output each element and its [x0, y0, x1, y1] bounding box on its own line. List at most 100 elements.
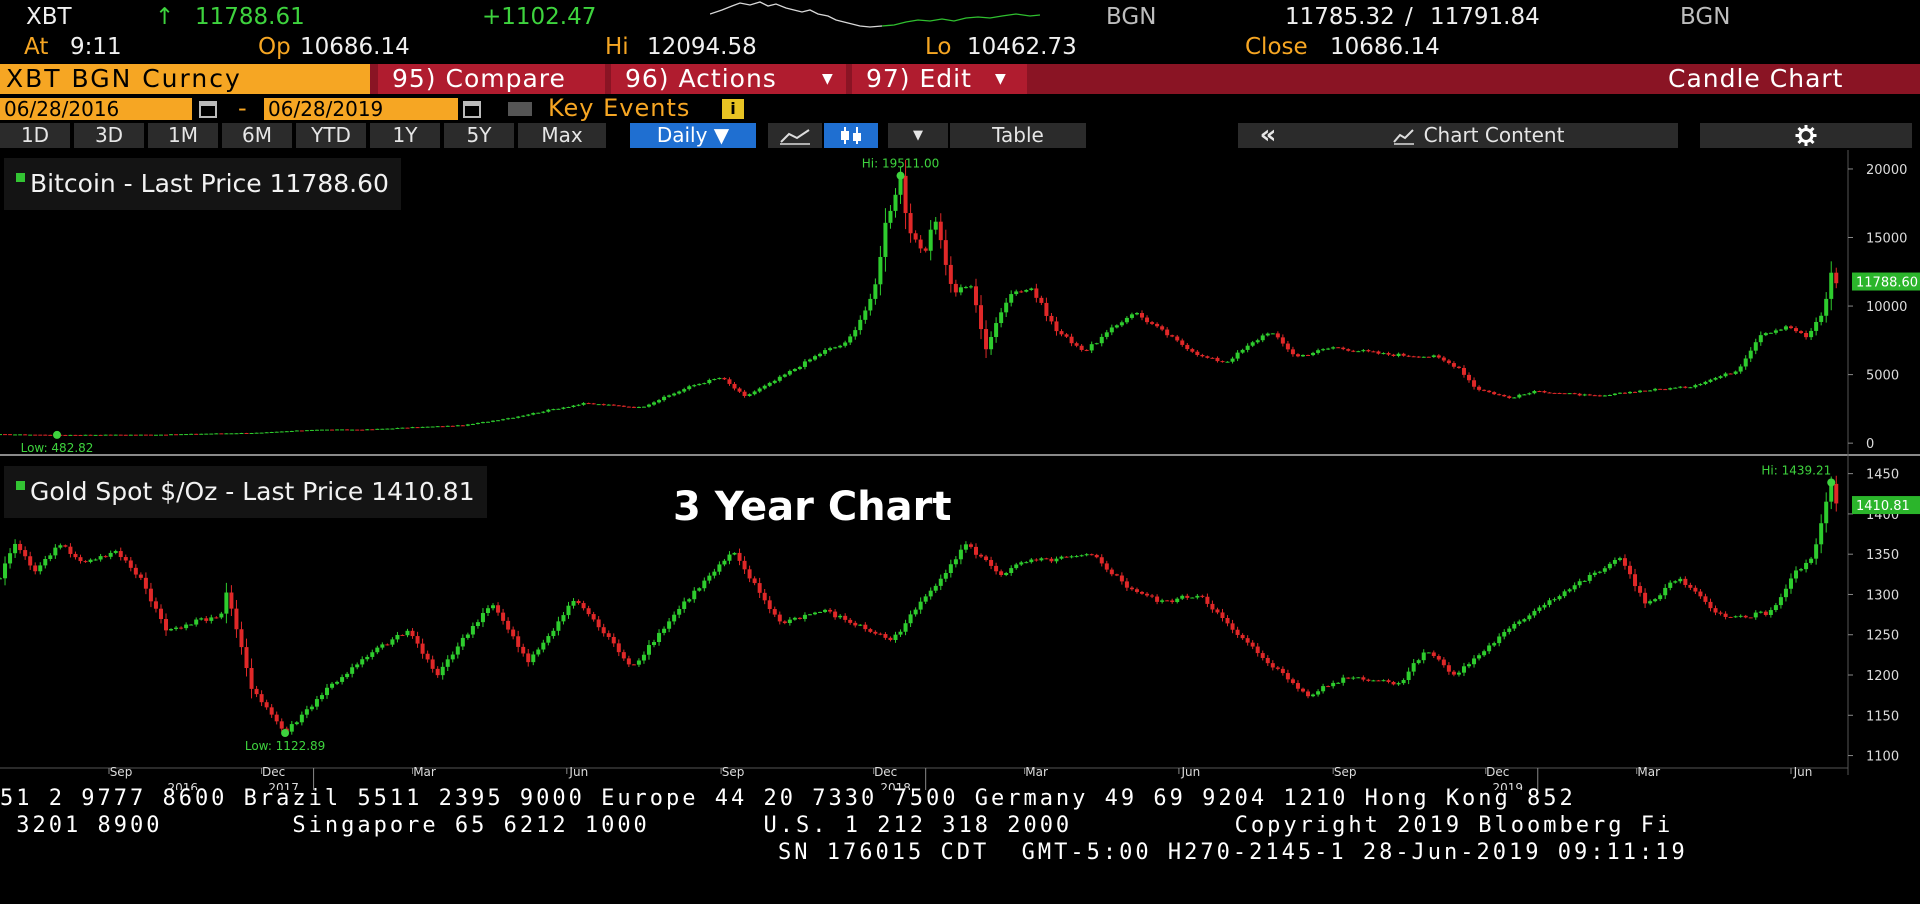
gold-candle	[98, 556, 103, 560]
chart-content-label: Chart Content	[1423, 123, 1565, 147]
gear-icon[interactable]	[1700, 123, 1912, 148]
start-calendar-icon[interactable]	[198, 98, 218, 120]
bitcoin-candle	[1240, 349, 1245, 353]
gold-candle	[1200, 595, 1205, 597]
high-price: 12094.58	[647, 34, 757, 60]
gold-candle	[445, 659, 450, 667]
key-events-label[interactable]: Key Events	[548, 94, 691, 122]
bitcoin-candle	[742, 391, 747, 396]
bitcoin-candle	[933, 221, 938, 230]
gold-candle	[269, 707, 274, 715]
bitcoin-candle	[586, 403, 591, 405]
last-price-tag-label: 1410.81	[1856, 499, 1910, 514]
chart-area[interactable]: 0 5000 10000 15000 20000 Hi: 19511.00 Low: 482…	[0, 150, 1920, 790]
bitcoin-candle	[1094, 343, 1099, 345]
gold-candle	[918, 601, 923, 610]
bitcoin-candle	[556, 408, 561, 410]
candle-chart-icon[interactable]	[824, 123, 878, 148]
end-date-field[interactable]: 06/28/2019	[264, 98, 458, 120]
range-1d-button[interactable]: 1D	[0, 123, 70, 148]
gold-candle	[1190, 597, 1195, 599]
range-1y-button[interactable]: 1Y	[370, 123, 440, 148]
range-3d-button[interactable]: 3D	[74, 123, 144, 148]
bitcoin-candle	[1532, 391, 1537, 394]
gold-candle	[1396, 683, 1401, 685]
bitcoin-candle	[269, 431, 274, 433]
gold-candle	[1366, 679, 1371, 681]
gold-candle	[933, 585, 938, 591]
bitcoin-candle	[697, 383, 702, 386]
bitcoin-candle	[174, 434, 179, 436]
actions-button[interactable]	[611, 64, 846, 94]
compare-button[interactable]	[378, 64, 605, 94]
range-1m-button[interactable]: 1M	[148, 123, 218, 148]
bitcoin-candle	[219, 433, 224, 435]
bitcoin-candle	[1195, 351, 1200, 355]
start-date-field[interactable]: 06/28/2016	[0, 98, 192, 120]
end-calendar-icon[interactable]	[462, 98, 482, 120]
gold-candle	[249, 668, 254, 689]
bitcoin-candle	[601, 404, 606, 406]
compare-label[interactable]: 95) Compare	[392, 64, 566, 93]
bitcoin-candle	[1285, 343, 1290, 350]
key-events-checkbox[interactable]	[508, 102, 532, 116]
year-label: 2018	[880, 781, 911, 790]
bitcoin-candle	[118, 434, 123, 436]
bitcoin-candle	[194, 433, 199, 435]
gold-candle	[1683, 578, 1688, 585]
range-5y-button[interactable]: 5Y	[444, 123, 514, 148]
security-field[interactable]	[0, 64, 370, 94]
edit-label[interactable]: 97) Edit	[866, 64, 972, 93]
gold-candle	[13, 543, 18, 554]
bitcoin-candle	[652, 402, 657, 405]
info-icon[interactable]: i	[722, 99, 744, 119]
chart-content-button[interactable]: Chart Content	[1278, 123, 1678, 148]
gold-candle	[536, 649, 541, 655]
gold-candle	[1391, 681, 1396, 685]
gold-candle	[657, 632, 662, 643]
bitcoin-candle	[415, 427, 420, 429]
gold-candle	[229, 592, 234, 609]
gold-candle	[1155, 596, 1160, 602]
edit-button[interactable]	[852, 64, 1027, 94]
range-ytd-button[interactable]: YTD	[296, 123, 366, 148]
gold-candle	[606, 633, 611, 637]
gold-candle	[797, 617, 802, 619]
bitcoin-candle	[1049, 315, 1054, 322]
open-label: Op	[258, 34, 291, 60]
gold-candle	[1738, 615, 1743, 617]
gold-candle	[511, 629, 516, 637]
security-name[interactable]: XBT BGN Curncy	[6, 64, 242, 93]
gold-candle	[1713, 608, 1718, 613]
gold-candle	[1114, 574, 1119, 576]
bitcoin-candle	[470, 423, 475, 425]
chart-annotation: 3 Year Chart	[673, 484, 952, 530]
gold-candle	[1094, 554, 1099, 558]
gold-candle	[1602, 568, 1607, 572]
bitcoin-candle	[1230, 358, 1235, 362]
bitcoin-candle	[873, 284, 878, 299]
gold-candle	[682, 601, 687, 609]
frequency-dropdown[interactable]: Daily ▼	[630, 123, 756, 148]
gold-candle	[491, 605, 496, 609]
gold-candle	[1215, 609, 1220, 613]
line-chart-icon[interactable]	[768, 123, 822, 148]
chart-style-chevron-down-icon[interactable]: ▼	[888, 123, 948, 148]
bitcoin-candle	[239, 432, 244, 434]
range-6m-button[interactable]: 6M	[222, 123, 292, 148]
gold-candle	[1517, 621, 1522, 624]
gold-candle	[93, 559, 98, 561]
gold-candle	[561, 615, 566, 622]
table-button[interactable]: Table	[950, 123, 1086, 148]
bitcoin-candle	[279, 431, 284, 433]
gold-candle	[485, 608, 490, 614]
range-max-button[interactable]: Max	[518, 123, 606, 148]
gold-candle	[1587, 574, 1592, 581]
gold-candle	[1014, 564, 1019, 569]
actions-label[interactable]: 96) Actions	[625, 64, 777, 93]
bitcoin-candle	[1552, 392, 1557, 394]
gold-candle	[1829, 483, 1834, 502]
bitcoin-candle	[1391, 354, 1396, 357]
bitcoin-candle	[636, 406, 641, 408]
bitcoin-candle	[1794, 328, 1799, 332]
